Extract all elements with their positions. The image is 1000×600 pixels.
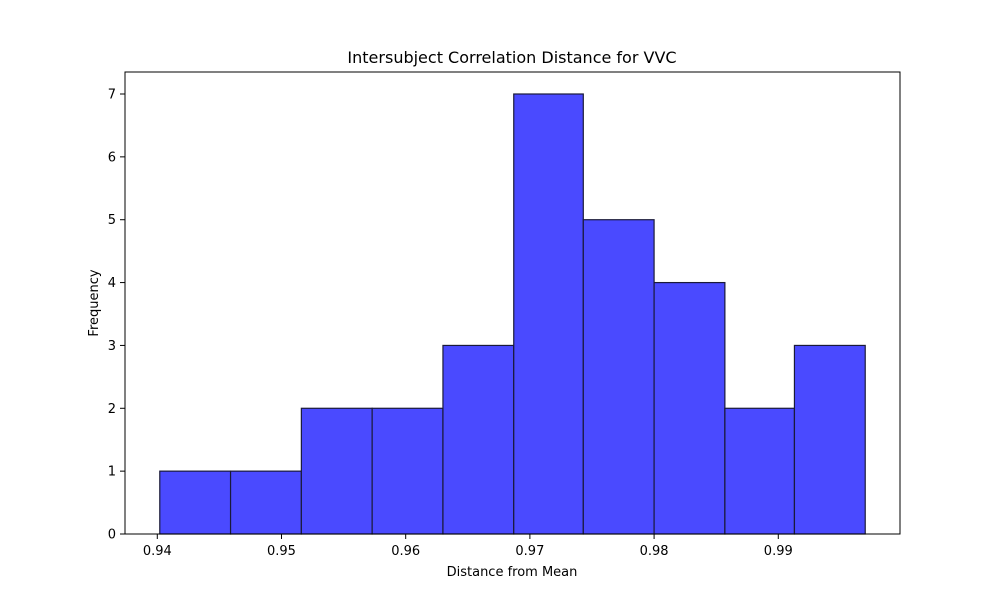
y-tick-label: 0 bbox=[108, 528, 116, 543]
x-axis-title: Distance from Mean bbox=[447, 565, 578, 580]
y-tick-label: 2 bbox=[108, 402, 116, 417]
histogram-bar bbox=[159, 470, 232, 535]
bars-layer bbox=[159, 93, 866, 535]
histogram-bar bbox=[300, 407, 373, 535]
x-axis: 0.94 0.95 0.96 0.97 0.98 0.99 bbox=[143, 534, 793, 559]
histogram-bar bbox=[371, 407, 444, 535]
plot-frame bbox=[124, 71, 901, 535]
histogram-bar bbox=[513, 93, 584, 535]
x-tick-label: 0.94 bbox=[143, 544, 172, 559]
y-tick-label: 7 bbox=[108, 88, 116, 103]
x-tick-label: 0.98 bbox=[640, 544, 669, 559]
histogram-bar bbox=[653, 281, 726, 535]
y-tick-label: 1 bbox=[108, 465, 116, 480]
y-tick-label: 3 bbox=[108, 339, 116, 354]
histogram-bar bbox=[582, 219, 655, 535]
x-tick-label: 0.96 bbox=[391, 544, 420, 559]
histogram-bar bbox=[442, 344, 515, 535]
chart-title: Intersubject Correlation Distance for VV… bbox=[347, 48, 676, 67]
x-tick-label: 0.99 bbox=[764, 544, 793, 559]
histogram-bar bbox=[793, 344, 866, 535]
y-tick-label: 6 bbox=[108, 150, 116, 165]
y-axis: 0 1 2 3 4 5 6 7 bbox=[108, 88, 125, 543]
x-tick-label: 0.95 bbox=[267, 544, 296, 559]
y-tick-label: 4 bbox=[108, 276, 116, 291]
histogram-bar bbox=[724, 407, 796, 535]
histogram-bar bbox=[229, 470, 302, 535]
y-tick-label: 5 bbox=[108, 213, 116, 228]
x-tick-label: 0.97 bbox=[515, 544, 544, 559]
y-axis-title: Frequency bbox=[87, 269, 102, 336]
